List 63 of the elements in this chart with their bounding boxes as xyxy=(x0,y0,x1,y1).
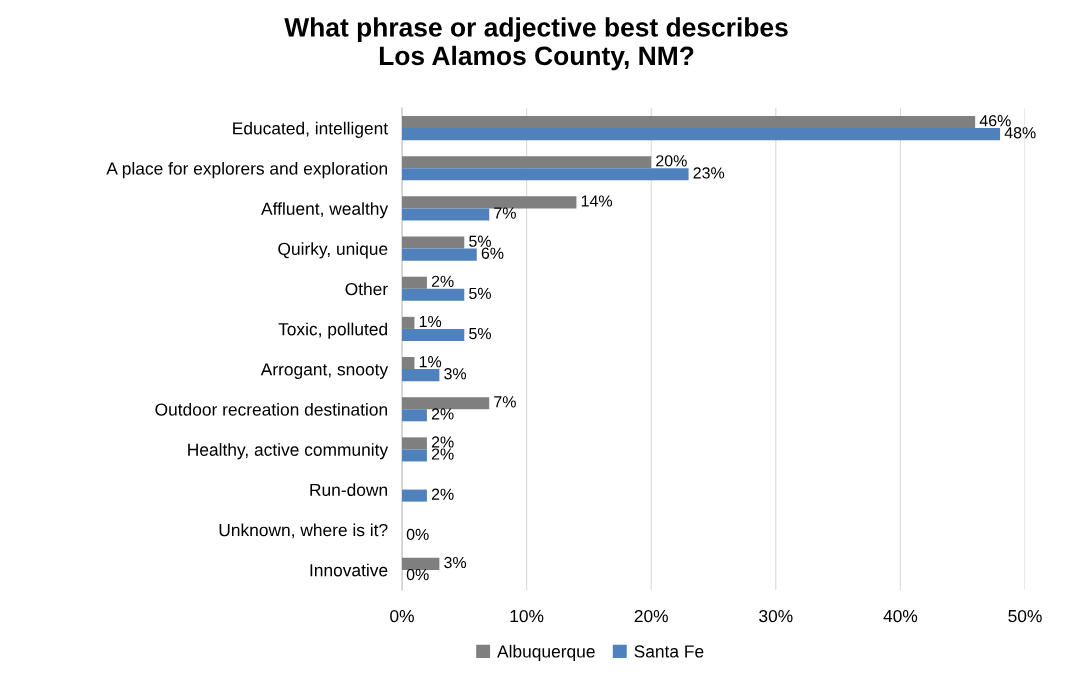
data-label: 7% xyxy=(494,396,516,408)
legend-label: Albuquerque xyxy=(497,644,595,662)
data-label: 48% xyxy=(1004,127,1036,139)
bar xyxy=(402,316,415,329)
bar xyxy=(402,357,415,370)
bar xyxy=(402,409,427,422)
bar xyxy=(402,557,440,570)
y-tick-label: Healthy, active community xyxy=(188,443,389,460)
y-tick-label: Outdoor recreation destination xyxy=(155,402,387,416)
data-label: 1% xyxy=(419,315,442,328)
data-label: 3% xyxy=(444,368,467,380)
data-label: 5% xyxy=(469,235,491,247)
bar xyxy=(402,236,465,249)
bar xyxy=(402,449,427,462)
data-label: 2% xyxy=(431,488,454,500)
y-tick-label: Arrogant, snooty xyxy=(260,363,389,379)
bar xyxy=(402,168,689,181)
data-label: 5% xyxy=(469,287,491,300)
data-label: 2% xyxy=(431,408,454,420)
y-tick-label: Run-down xyxy=(310,483,387,497)
bar xyxy=(402,156,652,169)
data-label: 2% xyxy=(431,275,454,287)
bar xyxy=(402,128,1001,141)
y-tick-label: A place for explorers and exploration xyxy=(106,161,387,179)
data-label: 3% xyxy=(444,556,467,569)
bar xyxy=(402,369,440,382)
chart-title: What phrase or adjective best describes Los Alamos County, NM? xyxy=(284,17,788,71)
data-label: 0% xyxy=(406,528,429,541)
bar xyxy=(402,276,427,289)
y-tick-label: Affluent, wealthy xyxy=(261,202,389,219)
y-tick-label: Unknown, where is it? xyxy=(219,523,388,539)
x-tick-label: 40% xyxy=(883,609,918,623)
x-tick-label: 10% xyxy=(510,609,544,623)
bar xyxy=(402,437,427,450)
data-label: 1% xyxy=(419,356,442,368)
data-label: 7% xyxy=(494,207,516,219)
y-tick-label: Educated, intelligent xyxy=(233,121,388,138)
y-tick-label: Other xyxy=(345,282,388,296)
data-label: 0% xyxy=(406,568,429,581)
x-tick-label: 20% xyxy=(634,609,668,623)
legend-label: Santa Fe xyxy=(634,645,704,658)
data-label: 6% xyxy=(481,247,504,259)
data-label: 5% xyxy=(469,327,491,340)
data-label: 23% xyxy=(693,167,725,179)
data-label: 14% xyxy=(581,195,613,207)
x-tick-label: 30% xyxy=(759,609,793,623)
y-tick-label: Quirky, unique xyxy=(278,242,388,259)
bar xyxy=(402,116,976,129)
bar xyxy=(402,489,427,502)
x-tick-label: 50% xyxy=(1008,609,1042,623)
bar xyxy=(402,196,577,209)
bar xyxy=(402,328,465,341)
bar xyxy=(402,397,490,410)
y-tick-label: Toxic, polluted xyxy=(278,322,387,339)
data-label: 20% xyxy=(656,155,687,167)
x-tick-label: 0% xyxy=(390,609,414,623)
bar xyxy=(402,208,490,221)
data-label: 46% xyxy=(979,115,1011,127)
bar xyxy=(402,288,465,301)
data-label: 2% xyxy=(431,436,454,448)
bar xyxy=(402,248,477,261)
data-label: 2% xyxy=(431,448,454,460)
y-tick-label: Innovative xyxy=(310,563,388,577)
